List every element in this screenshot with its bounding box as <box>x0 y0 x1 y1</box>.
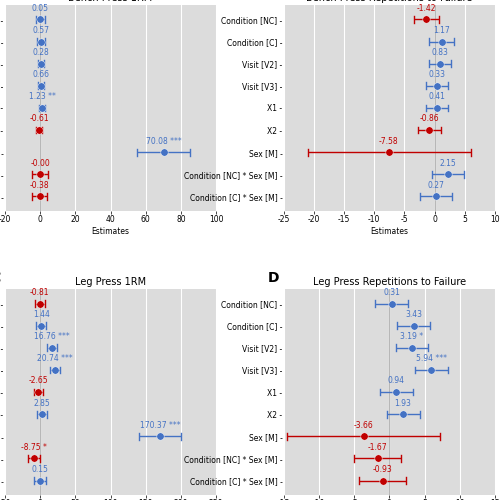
Point <box>427 366 435 374</box>
Point <box>160 148 168 156</box>
Text: 0.83: 0.83 <box>431 48 448 57</box>
Point <box>37 38 45 46</box>
Title: Bench Press 1RM: Bench Press 1RM <box>68 0 152 3</box>
Text: C: C <box>0 271 1 285</box>
Point <box>388 300 396 308</box>
Text: 1.93: 1.93 <box>394 398 411 407</box>
Point <box>156 432 164 440</box>
Text: -0.00: -0.00 <box>30 158 50 168</box>
Point <box>37 322 45 330</box>
Text: 16.76 ***: 16.76 *** <box>34 332 70 341</box>
Text: 0.05: 0.05 <box>32 4 49 13</box>
Point <box>48 344 56 352</box>
Text: -0.86: -0.86 <box>420 114 440 124</box>
Point <box>379 476 387 484</box>
X-axis label: Estimates: Estimates <box>92 227 130 236</box>
Point <box>436 60 444 68</box>
Point <box>38 410 46 418</box>
Text: 0.28: 0.28 <box>32 48 49 57</box>
Text: 0.94: 0.94 <box>388 376 404 386</box>
Text: -0.38: -0.38 <box>30 181 50 190</box>
Title: Leg Press Repetitions to Failure: Leg Press Repetitions to Failure <box>313 277 466 287</box>
Text: 3.19 *: 3.19 * <box>400 332 423 341</box>
Point <box>360 432 368 440</box>
Point <box>422 16 430 24</box>
Point <box>34 388 42 396</box>
X-axis label: Estimates: Estimates <box>370 227 408 236</box>
Point <box>438 38 446 46</box>
Text: 2.85: 2.85 <box>34 398 50 407</box>
Point <box>432 82 440 90</box>
Text: 1.17: 1.17 <box>434 26 450 35</box>
Text: 0.41: 0.41 <box>428 92 446 102</box>
Text: -0.61: -0.61 <box>30 114 49 124</box>
Point <box>408 344 416 352</box>
Text: -8.75 *: -8.75 * <box>21 443 47 452</box>
Text: -1.67: -1.67 <box>368 443 388 452</box>
Point <box>30 454 38 462</box>
Text: 170.37 ***: 170.37 *** <box>140 420 180 430</box>
Point <box>51 366 59 374</box>
Point <box>385 148 393 156</box>
Point <box>38 82 46 90</box>
Text: D: D <box>268 271 280 285</box>
Point <box>399 410 407 418</box>
Text: 1.23 **: 1.23 ** <box>29 92 56 102</box>
Text: B: B <box>269 0 280 1</box>
Point <box>426 126 434 134</box>
Text: -0.81: -0.81 <box>30 288 50 297</box>
Point <box>444 170 452 178</box>
Text: 5.94 ***: 5.94 *** <box>416 354 446 364</box>
Point <box>36 60 44 68</box>
Text: 1.44: 1.44 <box>33 310 50 319</box>
Text: -1.42: -1.42 <box>416 4 436 13</box>
Point <box>38 104 46 112</box>
Point <box>36 170 44 178</box>
Point <box>392 388 400 396</box>
Point <box>36 192 44 200</box>
Text: 0.27: 0.27 <box>428 181 444 190</box>
Text: -0.93: -0.93 <box>373 465 392 474</box>
Point <box>374 454 382 462</box>
Text: -7.58: -7.58 <box>379 136 398 145</box>
Point <box>410 322 418 330</box>
Title: Leg Press 1RM: Leg Press 1RM <box>75 277 146 287</box>
Point <box>36 300 44 308</box>
Point <box>35 126 43 134</box>
Text: 2.15: 2.15 <box>440 158 456 168</box>
Point <box>433 104 441 112</box>
Text: 20.74 ***: 20.74 *** <box>37 354 72 364</box>
Point <box>36 16 44 24</box>
Text: -2.65: -2.65 <box>28 376 48 386</box>
Point <box>36 476 44 484</box>
Point <box>432 192 440 200</box>
Text: 0.15: 0.15 <box>32 465 48 474</box>
Text: 3.43: 3.43 <box>405 310 422 319</box>
Text: 0.57: 0.57 <box>32 26 50 35</box>
Text: A: A <box>0 0 1 1</box>
Text: 0.31: 0.31 <box>383 288 400 297</box>
Text: 0.33: 0.33 <box>428 70 445 79</box>
Text: 70.08 ***: 70.08 *** <box>146 136 182 145</box>
Title: Bench Press Repetitions to Failure: Bench Press Repetitions to Failure <box>306 0 472 3</box>
Text: 0.66: 0.66 <box>33 70 50 79</box>
Text: -3.66: -3.66 <box>354 420 374 430</box>
